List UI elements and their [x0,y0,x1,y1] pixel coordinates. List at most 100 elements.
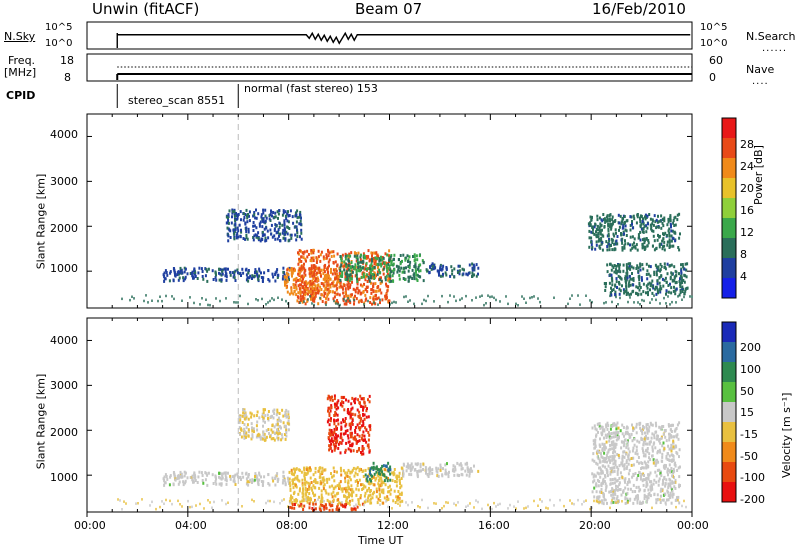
velocity-ground-cell [499,502,501,506]
velocity-data-cell [356,423,359,427]
power-colorbar-swatch [722,218,736,239]
velocity-data-cell [673,485,676,489]
velocity-data-cell [615,479,618,483]
velocity-data-cell [608,439,611,443]
velocity-data-cell [327,492,330,496]
power-data-cell [184,275,187,279]
power-data-cell [389,274,392,278]
velocity-data-cell [341,489,344,493]
velocity-data-cell [181,475,184,479]
power-data-cell [614,242,617,246]
power-ground-cell [281,298,283,301]
power-data-cell [666,272,669,276]
power-data-cell [374,256,377,260]
velocity-data-cell [344,494,347,498]
power-data-cell [407,269,410,273]
power-data-cell [626,272,629,275]
velocity-data-cell [380,479,383,483]
power-data-cell [676,213,679,217]
power-data-cell [369,269,372,273]
velocity-data-cell [393,489,396,493]
power-data-cell [643,241,646,245]
power-data-cell [621,246,624,250]
velocity-data-cell [261,484,264,487]
velocity-ground-cell [353,505,355,508]
velocity-data-cell [469,468,472,471]
velocity-data-cell [632,446,635,450]
power-data-cell [327,281,330,285]
power-data-cell [610,244,612,247]
power-data-cell [294,212,297,215]
velocity-data-cell [335,507,338,511]
power-data-cell [317,255,320,259]
power-data-cell [383,266,386,269]
velocity-data-cell [356,408,359,412]
power-data-cell [290,272,293,276]
power-data-cell [358,299,361,303]
velocity-data-cell [420,469,423,473]
power-data-cell [337,277,340,281]
velocity-data-cell [322,476,325,480]
velocity-data-cell [368,473,371,477]
power-data-cell [662,224,665,228]
power-cbar-tick: 16 [740,204,754,217]
velocity-data-cell [624,497,627,501]
velocity-data-cell [220,482,223,486]
velocity-data-cell [678,448,681,452]
velocity-data-cell [286,476,289,480]
power-ground-cell [671,300,673,304]
power-ground-cell [121,297,123,301]
power-data-cell [655,218,658,222]
power-data-cell [348,268,351,272]
velocity-ground-cell [349,503,351,507]
velocity-ground-cell [355,503,357,506]
power-ground-cell [691,295,693,298]
power-data-cell [659,268,662,272]
velocity-data-cell [668,458,671,462]
velocity-ground-cell [609,506,611,510]
power-data-cell [169,270,172,274]
power-data-cell [330,250,333,254]
power-data-cell [357,289,360,293]
power-data-cell [324,276,327,280]
velocity-data-cell [648,425,651,429]
velocity-ground-cell [477,500,479,504]
power-data-cell [685,268,688,272]
power-data-cell [286,212,289,216]
power-data-cell [651,285,654,289]
power-data-cell [258,267,261,271]
velocity-data-cell [610,501,613,505]
power-data-cell [606,245,609,248]
power-data-cell [327,248,329,252]
power-data-cell [326,273,329,277]
velocity-data-cell [253,478,256,482]
power-data-cell [679,291,682,295]
power-data-cell [615,277,618,281]
power-data-cell [237,271,239,275]
velocity-data-cell [630,463,633,467]
velocity-cbar-tick: -200 [740,493,765,506]
velocity-data-cell [238,420,241,424]
velocity-data-cell [253,414,256,418]
velocity-data-cell [342,401,345,405]
power-data-cell [244,221,247,225]
velocity-data-cell [287,413,290,417]
power-data-cell [388,258,391,262]
velocity-data-cell [635,449,638,453]
power-data-cell [668,217,671,221]
velocity-data-cell [658,425,661,429]
velocity-ground-cell [181,505,183,508]
power-data-cell [635,285,638,289]
velocity-data-cell [655,480,658,484]
velocity-ground-cell [509,503,511,507]
velocity-ground-cell [135,502,137,505]
power-data-cell [458,272,461,276]
power-data-cell [295,287,298,291]
power-data-region [225,208,303,243]
velocity-data-cell [399,500,402,504]
power-data-cell [371,254,373,258]
power-data-cell [669,218,672,222]
power-data-cell [627,291,629,295]
power-data-cell [642,282,645,286]
power-data-cell [252,221,255,224]
